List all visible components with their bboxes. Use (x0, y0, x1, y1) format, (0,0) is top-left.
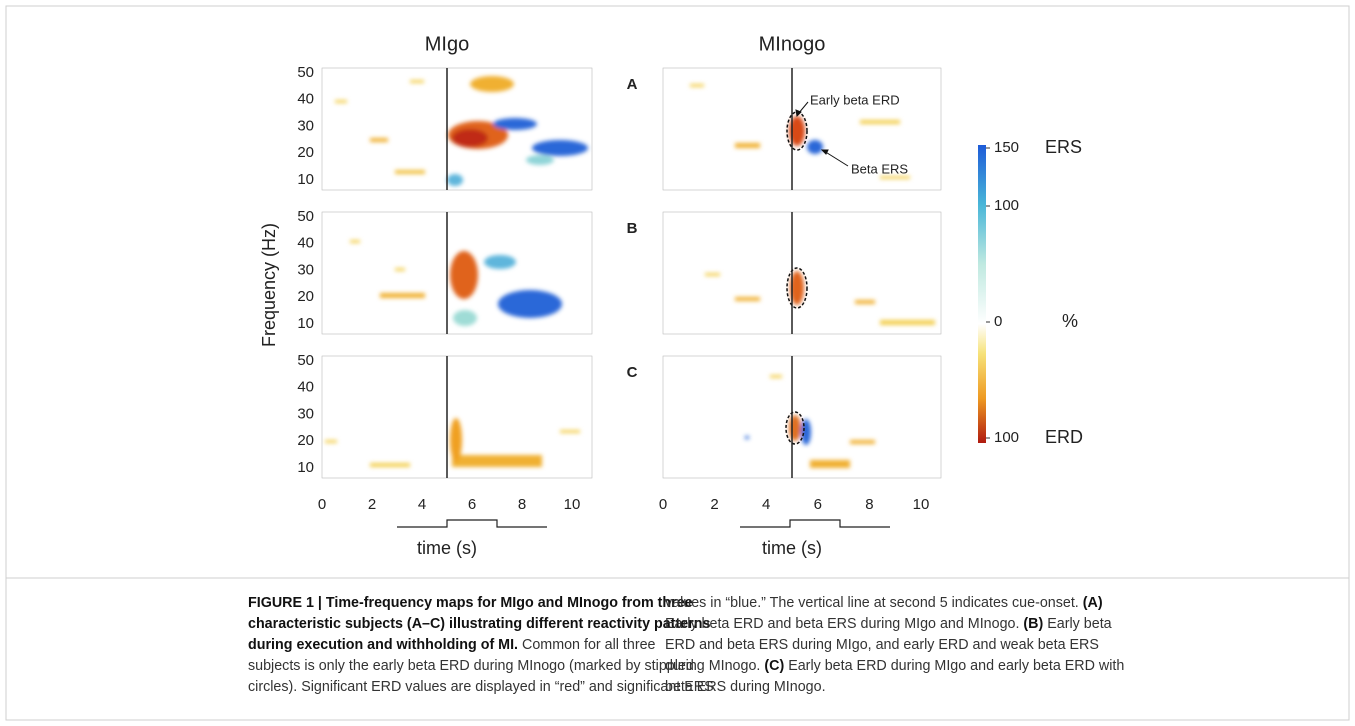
caption-text: circles). Significant ERD values are dis… (248, 679, 714, 695)
x-tick-label: 8 (518, 496, 526, 513)
caption-text: Early beta ERD and beta ERS during MIgo … (665, 616, 1024, 632)
x-axis-label: time (s) (417, 538, 477, 558)
caption-line: ERD and beta ERS during MIgo, and early … (665, 635, 1099, 656)
y-tick-label: 50 (297, 64, 314, 81)
colorbar-tick-label: 100 (994, 197, 1019, 214)
x-axis-label: time (s) (762, 538, 822, 558)
annotation: Early beta ERD (810, 92, 900, 107)
caption-text: Early beta ERD during MIgo and early bet… (784, 658, 1125, 674)
caption-text: during MInogo. (665, 658, 765, 674)
stippled-circles (785, 111, 808, 445)
stimulus-traces (397, 519, 890, 528)
frame (5, 5, 1350, 721)
caption-text: Common for all three (518, 637, 656, 653)
caption-line: subjects is only the early beta ERD duri… (248, 656, 694, 677)
panel-frame (321, 67, 593, 191)
column-title: MInogo (759, 33, 826, 55)
caption-text: beta ERS during MInogo. (665, 679, 826, 695)
x-tick-label: 4 (418, 496, 426, 513)
panel-frame (321, 211, 593, 335)
colorbar-label: % (1062, 311, 1078, 331)
y-tick-label: 40 (297, 235, 314, 252)
caption-line: circles). Significant ERD values are dis… (248, 677, 714, 698)
y-tick-label: 30 (297, 261, 314, 278)
x-tick-label: 2 (710, 496, 718, 513)
x-tick-label: 0 (659, 496, 667, 513)
colorbar-tick-label: 100 (994, 429, 1019, 446)
caption-line: values in “blue.” The vertical line at s… (665, 593, 1103, 614)
caption-line: during MInogo. (C) Early beta ERD during… (665, 656, 1124, 677)
y-tick-label: 50 (297, 352, 314, 369)
caption-text: Early beta (1043, 616, 1112, 632)
heatmap-blobs (325, 76, 935, 468)
caption-text: values in “blue.” The vertical line at s… (665, 595, 1083, 611)
caption-text: FIGURE 1 | Time-frequency maps for MIgo … (248, 595, 693, 611)
x-tick-label: 2 (368, 496, 376, 513)
caption-line: during execution and withholding of MI. … (248, 635, 656, 656)
x-tick-label: 6 (468, 496, 476, 513)
x-tick-label: 0 (318, 496, 326, 513)
y-tick-label: 10 (297, 171, 314, 188)
panel-frame (321, 355, 593, 479)
panel-frame (662, 67, 942, 191)
colorbar-label: ERS (1045, 137, 1082, 157)
y-tick-label: 10 (297, 459, 314, 476)
y-tick-label: 20 (297, 288, 314, 305)
caption-text: (B) (1023, 616, 1044, 632)
caption-text: during execution and withholding of MI. (248, 637, 519, 653)
caption-line: characteristic subjects (A–C) illustrati… (248, 614, 710, 635)
panel-letter: C (627, 364, 638, 381)
colorbar-tick-label: 150 (994, 139, 1019, 156)
annotation-arrows (795, 101, 849, 167)
colorbar (978, 145, 986, 443)
x-tick-label: 4 (762, 496, 770, 513)
y-tick-label: 20 (297, 432, 314, 449)
x-tick-label: 10 (913, 496, 930, 513)
caption-text: (C) (764, 658, 785, 674)
caption-text: ERD and beta ERS during MIgo, and early … (665, 637, 1099, 653)
y-tick-label: 10 (297, 315, 314, 332)
panel-letter: A (627, 76, 638, 93)
caption-line: beta ERS during MInogo. (665, 677, 826, 698)
colorbar-label: ERD (1045, 427, 1083, 447)
y-tick-label: 40 (297, 91, 314, 108)
y-tick-label: 20 (297, 144, 314, 161)
x-tick-label: 10 (564, 496, 581, 513)
panel-frame (662, 355, 942, 479)
caption-text: characteristic subjects (A–C) illustrati… (248, 616, 711, 632)
y-tick-label: 30 (297, 117, 314, 134)
y-tick-label: 40 (297, 379, 314, 396)
y-tick-label: 30 (297, 405, 314, 422)
panel-frame (662, 211, 942, 335)
caption-text: (A) (1082, 595, 1103, 611)
caption-line: Early beta ERD and beta ERS during MIgo … (665, 614, 1112, 635)
annotation: Beta ERS (851, 161, 908, 176)
caption-line: FIGURE 1 | Time-frequency maps for MIgo … (248, 593, 693, 614)
x-tick-label: 8 (865, 496, 873, 513)
y-tick-label: 50 (297, 208, 314, 225)
caption-text: subjects is only the early beta ERD duri… (248, 658, 694, 674)
column-title: MIgo (425, 33, 469, 55)
y-axis-label: Frequency (Hz) (259, 223, 279, 347)
colorbar-tick-label: 0 (994, 313, 1002, 330)
panel-letter: B (627, 220, 638, 237)
x-tick-label: 6 (814, 496, 822, 513)
